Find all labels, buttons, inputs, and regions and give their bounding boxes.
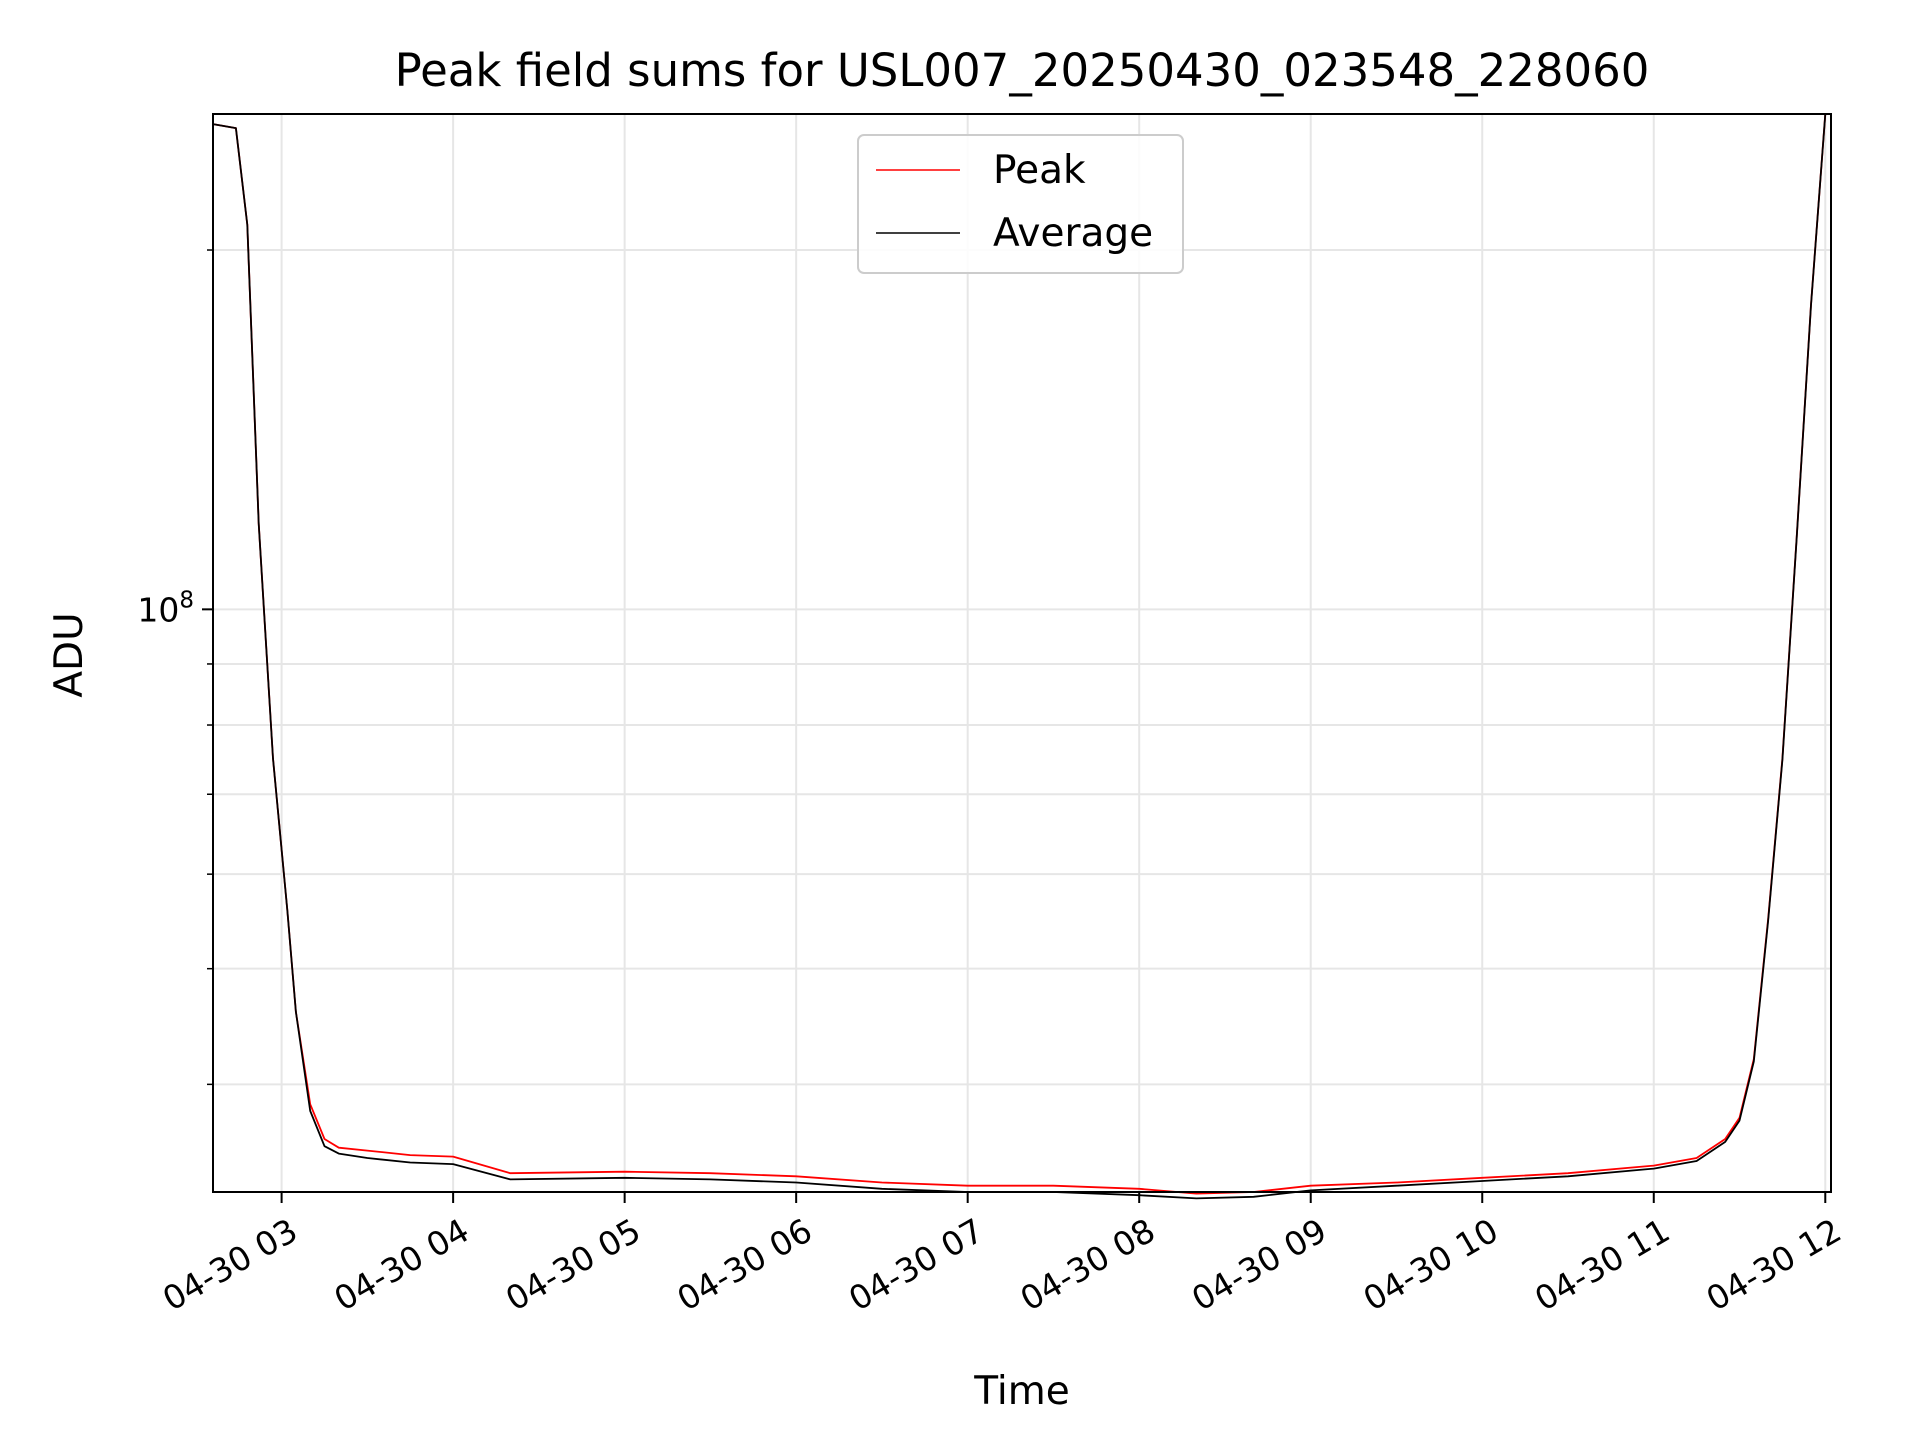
y-axis-label: ADU — [47, 612, 92, 697]
plot-frame — [212, 113, 1832, 1193]
legend-label-average: Average — [993, 211, 1153, 256]
x-axis-label: Time — [973, 1369, 1069, 1414]
legend-label-peak: Peak — [993, 148, 1086, 193]
legend: Peak Average — [857, 134, 1184, 274]
chart-title: Peak field sums for USL007_20250430_0235… — [395, 44, 1650, 97]
grid — [213, 114, 1831, 1192]
